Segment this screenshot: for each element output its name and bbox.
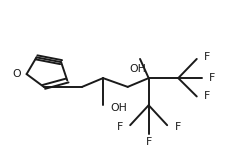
Text: F: F — [209, 73, 215, 83]
Text: F: F — [204, 91, 210, 101]
Text: F: F — [175, 122, 181, 132]
Text: F: F — [146, 137, 152, 147]
Text: F: F — [204, 52, 210, 62]
Text: O: O — [12, 69, 21, 79]
Text: F: F — [117, 122, 123, 132]
Text: OH: OH — [129, 64, 146, 74]
Text: OH: OH — [110, 103, 127, 114]
